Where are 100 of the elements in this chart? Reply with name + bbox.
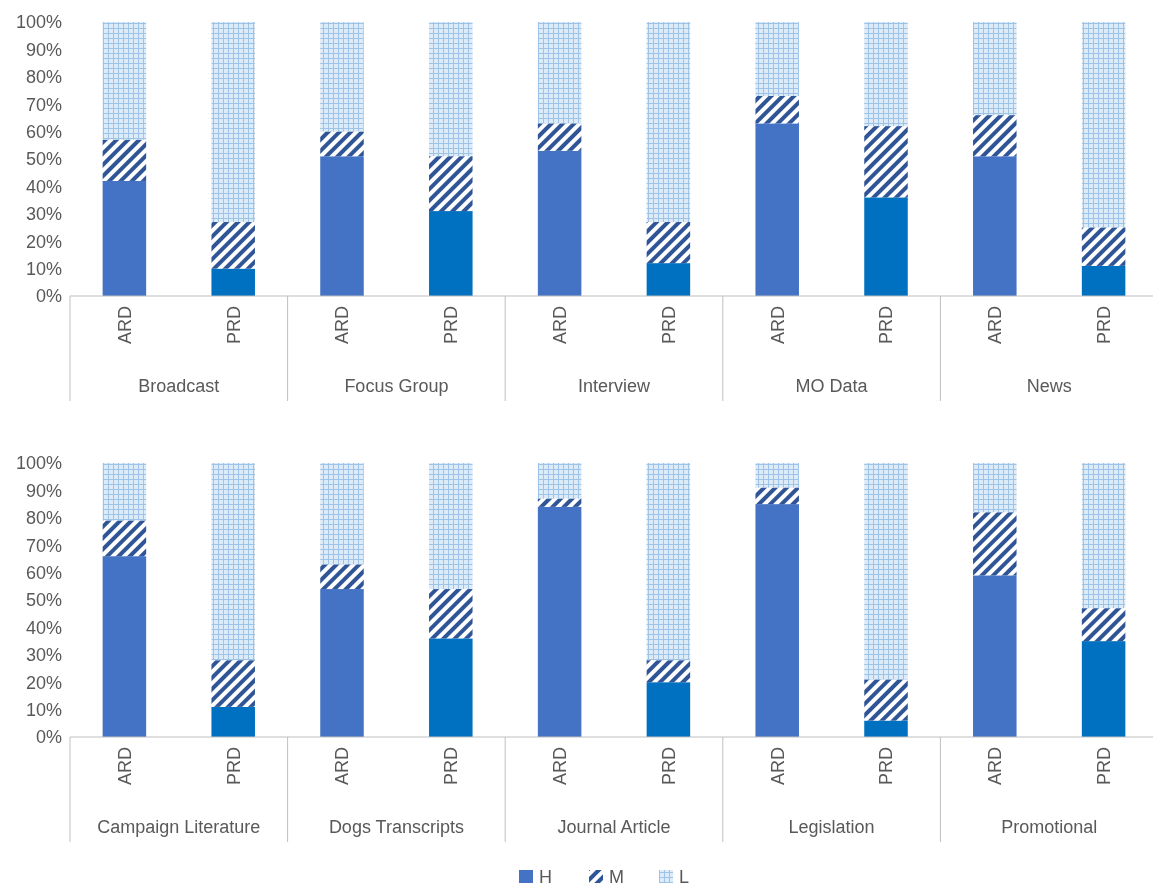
bar — [211, 660, 255, 707]
y-tick-label: 100% — [15, 453, 62, 474]
bar — [755, 95, 799, 124]
bar — [1081, 265, 1126, 296]
bar — [1081, 608, 1126, 642]
bar — [211, 222, 255, 269]
x-tick-label: PRD — [658, 747, 679, 786]
y-tick-label: 60% — [25, 121, 62, 142]
x-tick-label: PRD — [658, 306, 679, 345]
y-tick-label: 70% — [25, 94, 62, 115]
bar — [102, 520, 147, 557]
bar — [429, 211, 473, 296]
bar — [320, 22, 364, 132]
y-tick-label: 90% — [25, 39, 62, 60]
bar — [755, 463, 799, 488]
bar — [646, 682, 691, 737]
bar — [755, 22, 799, 96]
x-tick-label: PRD — [223, 306, 244, 345]
bar — [211, 706, 255, 737]
x-tick-label: ARD — [985, 306, 1006, 345]
text: Campaign Literature — [97, 817, 261, 837]
bar — [1081, 227, 1126, 266]
y-tick-label: 20% — [25, 231, 62, 252]
bar — [537, 123, 582, 151]
y-tick-label: 40% — [25, 176, 62, 197]
bar — [429, 156, 473, 212]
bar — [646, 263, 691, 296]
bar — [102, 180, 147, 296]
x-tick-label: PRD — [1093, 306, 1114, 345]
text: News — [1026, 376, 1072, 396]
y-tick-label: 80% — [25, 508, 62, 529]
x-tick-label: PRD — [441, 747, 462, 786]
text: Legislation — [788, 817, 875, 837]
bar — [429, 22, 473, 157]
bar — [864, 197, 908, 296]
y-tick-label: 100% — [15, 12, 62, 33]
bar — [864, 22, 908, 127]
bar — [429, 589, 473, 639]
legend-label: L — [679, 867, 690, 888]
y-tick-label: 60% — [25, 562, 62, 583]
bar — [102, 139, 147, 181]
y-tick-label: 10% — [25, 699, 62, 720]
bar — [429, 638, 473, 737]
bar — [320, 156, 364, 296]
bar — [755, 504, 799, 737]
bar — [755, 487, 799, 505]
y-tick-label: 30% — [25, 645, 62, 666]
bar — [102, 22, 147, 140]
x-tick-label: ARD — [114, 747, 135, 786]
text: Focus Group — [344, 376, 449, 396]
bar — [973, 22, 1017, 116]
bar — [973, 512, 1017, 576]
bar — [973, 156, 1017, 296]
bar — [646, 660, 691, 683]
bar — [320, 589, 364, 737]
legend-label: H — [539, 867, 552, 888]
x-tick-label: ARD — [549, 747, 570, 786]
x-tick-label: ARD — [332, 306, 353, 345]
bar — [320, 463, 364, 565]
bar — [537, 150, 582, 296]
bar — [864, 720, 908, 737]
y-tick-label: 20% — [25, 672, 62, 693]
x-tick-label: PRD — [876, 306, 897, 345]
x-tick-label: PRD — [1093, 747, 1114, 786]
bar — [1081, 641, 1126, 737]
text: Promotional — [1001, 817, 1098, 837]
y-tick-label: 80% — [25, 67, 62, 88]
text: Broadcast — [138, 376, 220, 396]
y-tick-label: 40% — [25, 617, 62, 638]
bar — [320, 564, 364, 590]
x-tick-label: PRD — [876, 747, 897, 786]
y-tick-label: 30% — [25, 204, 62, 225]
bar — [537, 498, 582, 507]
text: Dogs Transcripts — [328, 817, 464, 837]
x-tick-label: ARD — [549, 306, 570, 345]
y-tick-label: 10% — [25, 258, 62, 279]
bar — [537, 22, 582, 124]
bar — [102, 556, 147, 737]
x-tick-label: ARD — [332, 747, 353, 786]
bar — [755, 123, 799, 296]
bar — [211, 463, 255, 661]
x-tick-label: PRD — [223, 747, 244, 786]
bar — [646, 222, 691, 264]
text: MO Data — [795, 376, 869, 396]
x-tick-label: PRD — [441, 306, 462, 345]
bar — [537, 506, 582, 737]
legend-label: M — [609, 867, 624, 888]
bar — [864, 126, 908, 198]
bar — [864, 463, 908, 680]
y-tick-label: 50% — [25, 590, 62, 611]
bar — [646, 22, 691, 223]
bar — [1081, 22, 1126, 228]
bar — [211, 22, 255, 223]
y-tick-label: 50% — [25, 149, 62, 170]
bar — [537, 463, 582, 499]
y-tick-label: 70% — [25, 535, 62, 556]
x-tick-label: ARD — [114, 306, 135, 345]
bar — [211, 268, 255, 296]
bar — [429, 463, 473, 590]
bar — [864, 679, 908, 721]
